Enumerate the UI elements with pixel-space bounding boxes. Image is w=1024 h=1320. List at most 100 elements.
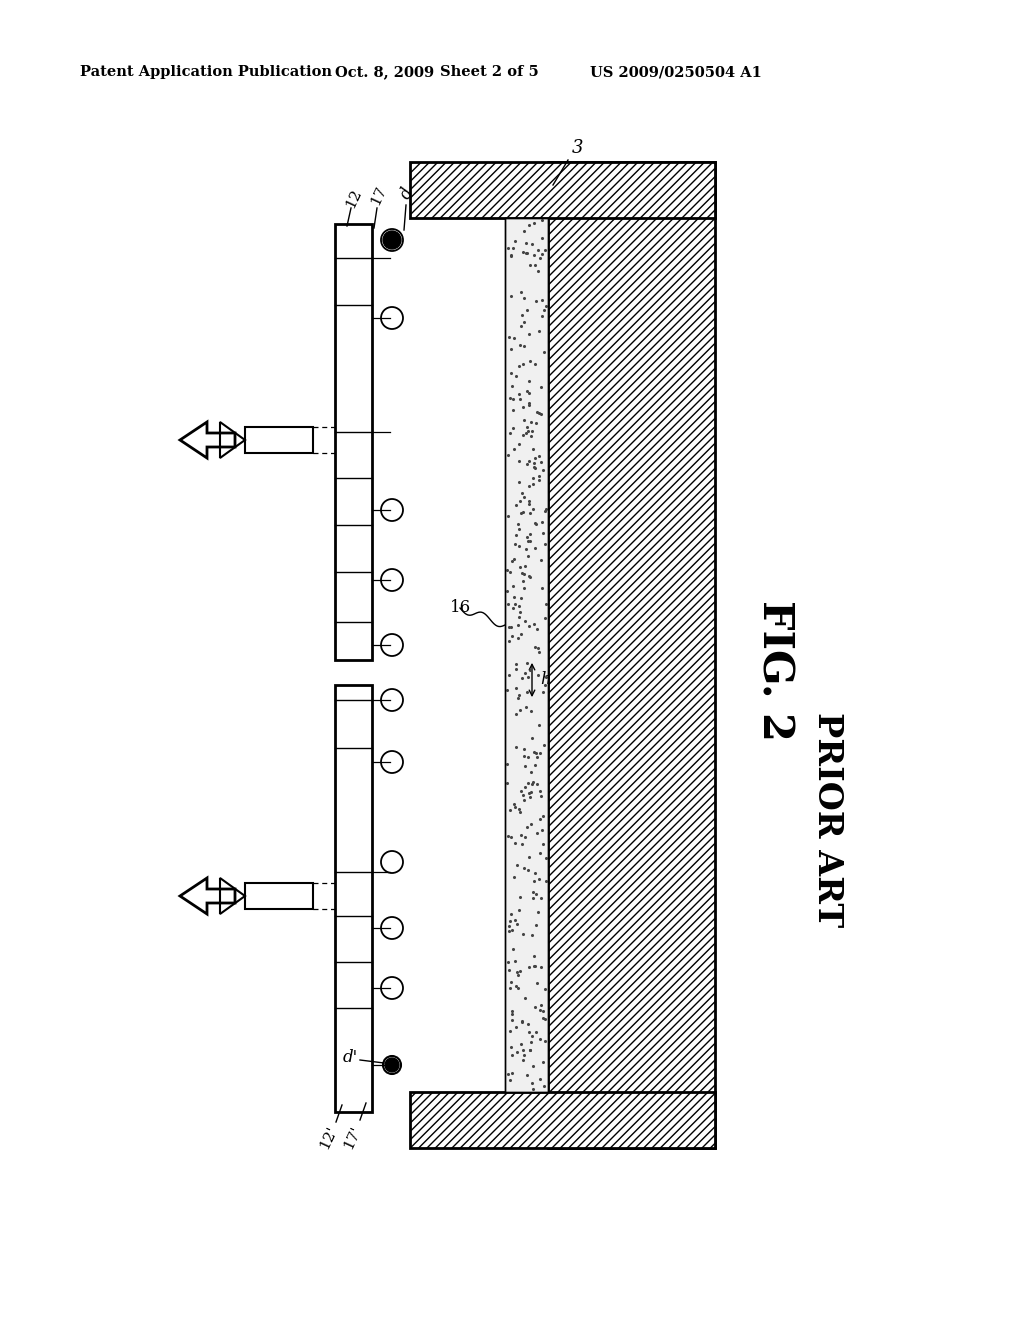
Point (504, 919, 520, 940)
Point (513, 833, 529, 854)
Point (518, 697, 535, 718)
Point (528, 619, 545, 640)
Point (522, 787, 539, 808)
Point (510, 614, 526, 635)
Point (510, 977, 526, 998)
Point (530, 642, 547, 663)
Text: 17: 17 (369, 185, 389, 207)
Point (518, 243, 535, 264)
Point (513, 315, 529, 337)
Point (502, 909, 518, 931)
Point (525, 453, 542, 474)
Point (525, 956, 542, 977)
Point (530, 869, 547, 890)
Point (529, 972, 546, 993)
Point (519, 416, 536, 437)
Point (525, 499, 542, 520)
Point (538, 500, 554, 521)
Point (535, 681, 551, 702)
Point (519, 1064, 536, 1085)
Point (518, 527, 535, 548)
Point (524, 887, 541, 908)
Point (511, 799, 527, 820)
Point (520, 859, 537, 880)
Point (526, 354, 543, 375)
Text: 12': 12' (316, 1125, 339, 1151)
Point (534, 227, 550, 248)
Point (507, 231, 523, 252)
Point (531, 469, 548, 490)
Point (519, 454, 536, 475)
Point (531, 1068, 548, 1089)
Point (504, 1063, 520, 1084)
Point (503, 826, 519, 847)
Point (537, 607, 553, 628)
Point (500, 1063, 516, 1084)
Point (528, 915, 545, 936)
Point (538, 594, 554, 615)
Point (503, 1036, 519, 1057)
Point (518, 380, 535, 401)
Point (510, 688, 526, 709)
Point (537, 978, 553, 999)
Text: Sheet 2 of 5: Sheet 2 of 5 (440, 65, 539, 79)
Point (503, 903, 519, 924)
Point (509, 961, 525, 982)
Point (530, 638, 547, 659)
Point (505, 399, 521, 420)
Point (521, 502, 538, 523)
Point (513, 587, 529, 609)
Point (534, 243, 550, 264)
Point (535, 1001, 551, 1022)
Point (505, 576, 521, 597)
Point (519, 420, 536, 441)
Point (520, 565, 537, 586)
Circle shape (385, 1059, 399, 1072)
Point (517, 232, 534, 253)
Point (511, 389, 527, 411)
Text: 3: 3 (572, 139, 584, 157)
Point (515, 746, 531, 767)
Point (504, 376, 520, 397)
Point (501, 664, 517, 685)
Point (526, 945, 543, 966)
Point (504, 626, 520, 647)
Point (512, 961, 528, 982)
Point (520, 746, 537, 767)
Point (537, 533, 553, 554)
Point (508, 737, 524, 758)
Point (536, 1007, 552, 1028)
Point (517, 987, 534, 1008)
Point (512, 556, 528, 577)
Point (535, 833, 551, 854)
Point (535, 523, 551, 544)
Point (524, 774, 541, 795)
Point (516, 826, 532, 847)
Point (523, 426, 540, 447)
Point (522, 523, 539, 544)
Point (525, 474, 542, 495)
Point (525, 467, 542, 488)
Point (536, 805, 552, 826)
Bar (410, 1092, 715, 1148)
Point (530, 466, 547, 487)
Point (516, 738, 532, 759)
Point (517, 776, 534, 797)
Point (526, 956, 543, 977)
Point (528, 742, 545, 763)
Bar (335, 224, 372, 660)
Point (538, 667, 554, 688)
Point (530, 321, 547, 342)
Point (526, 537, 543, 558)
Point (534, 511, 550, 532)
Point (507, 950, 523, 972)
Point (515, 335, 531, 356)
Point (521, 847, 538, 869)
Point (510, 628, 526, 649)
Point (523, 234, 540, 255)
Point (511, 685, 527, 706)
Point (527, 290, 544, 312)
Point (521, 215, 538, 236)
Text: d': d' (342, 1048, 357, 1065)
Text: US 2009/0250504 A1: US 2009/0250504 A1 (590, 65, 762, 79)
